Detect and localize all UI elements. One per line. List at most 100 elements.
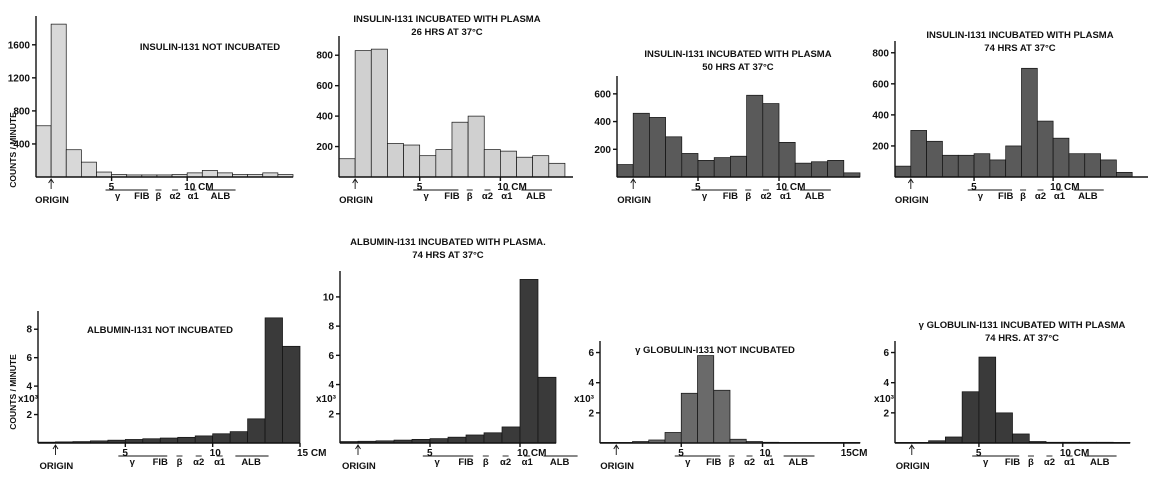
bar xyxy=(1068,153,1086,178)
fraction-marker: γ xyxy=(423,191,429,202)
fraction-marker: ALB xyxy=(1090,457,1110,468)
y-tick-label: 2 xyxy=(328,409,334,420)
y-tick-label: 800 xyxy=(13,106,30,117)
bar xyxy=(201,170,218,178)
chart-panel-5: 2 4 6 8 x10³ 5 10 15 CM ORIGIN γ FIB β α2 α1 ALB ALBUMI… xyxy=(18,311,326,472)
x-tick-label: 10 xyxy=(760,448,772,459)
y-tick-label: 400 xyxy=(13,139,30,150)
bar xyxy=(35,125,52,178)
bar xyxy=(159,437,179,444)
bar xyxy=(519,279,539,444)
bar xyxy=(989,159,1007,178)
bar xyxy=(713,389,731,444)
fraction-marker: ALB xyxy=(550,457,570,468)
panel-title: INSULIN-I131 INCUBATED WITH PLASMA xyxy=(926,30,1113,41)
panel-title: ALBUMIN-I131 NOT INCUBATED xyxy=(87,325,233,336)
y-tick-label: 4 xyxy=(328,380,334,391)
bar xyxy=(811,161,828,178)
fraction-marker: ALB xyxy=(805,191,825,202)
y-tick-label: 400 xyxy=(872,110,889,121)
origin-label: ORIGIN xyxy=(600,461,634,472)
bar xyxy=(387,143,404,178)
origin-label: ORIGIN xyxy=(895,195,929,206)
y-axis-label-bottom: COUNTS / MINUTE xyxy=(8,354,18,430)
x-tick-label: 10 CM xyxy=(1060,448,1089,459)
chart-panel-4: 200 400 600 800 5 10 CM ORIGIN γ FIB β α2 α1 ALB INSU… xyxy=(872,30,1148,206)
y-tick-label: 400 xyxy=(594,117,611,128)
fraction-marker: γ xyxy=(978,191,984,202)
fraction-marker: β xyxy=(483,457,489,468)
fraction-marker: α2 xyxy=(482,191,493,202)
y-tick-label: 4 xyxy=(26,382,32,393)
bar xyxy=(973,153,991,178)
y-tick-label: 600 xyxy=(316,81,333,92)
bar xyxy=(229,431,248,444)
fraction-marker: FIB xyxy=(1005,457,1020,468)
fraction-marker: ALB xyxy=(1078,191,1098,202)
bar xyxy=(762,103,780,178)
origin-arrowhead xyxy=(52,444,59,450)
bar xyxy=(247,418,266,444)
bar xyxy=(81,161,97,178)
panel-title: 26 HRS AT 37°C xyxy=(411,27,483,38)
fraction-marker: γ xyxy=(702,191,708,202)
bar xyxy=(1012,433,1030,444)
bar xyxy=(447,436,467,444)
chart-panel-3: 200 400 600 5 10 CM ORIGIN γ FIB β α2 α1 ALB INSULIN… xyxy=(594,49,861,206)
chart-panel-7: 2 4 6 x10³ 5 10 15CM ORIGIN γ FIB β α2 α1 ALB γ GLOBUL… xyxy=(574,341,867,472)
panel-title: γ GLOBULIN-I131 INCUBATED WITH PLASMA xyxy=(919,320,1126,331)
panel-title: INSULIN-I131 INCUBATED WITH PLASMA xyxy=(353,14,540,25)
bar xyxy=(96,171,112,178)
fraction-marker: α2 xyxy=(500,457,511,468)
bar xyxy=(354,50,372,178)
fraction-marker: ALB xyxy=(788,457,808,468)
fraction-marker: β xyxy=(467,191,473,202)
bar xyxy=(995,412,1013,444)
y-tick-label: 2 xyxy=(26,410,32,421)
bar xyxy=(516,156,534,178)
bar xyxy=(467,115,485,178)
fraction-marker: β xyxy=(729,457,735,468)
bar xyxy=(1036,120,1054,178)
bar xyxy=(435,149,453,178)
x-tick-label: 5 xyxy=(427,448,433,459)
x-tick-label: 10 CM xyxy=(497,182,526,193)
bar xyxy=(746,94,764,178)
bar xyxy=(730,155,747,178)
x-tick-label: 5 xyxy=(971,182,977,193)
x-tick-label: 10 CM xyxy=(1050,182,1079,193)
panel-title: 74 HRS. AT 37°C xyxy=(985,333,1059,344)
panel-title: 74 HRS AT 37°C xyxy=(412,250,484,261)
y-tick-label: 1200 xyxy=(8,73,31,84)
origin-arrowhead xyxy=(355,444,361,450)
fraction-marker: α1 xyxy=(780,191,792,202)
y-tick-label: 4 xyxy=(588,378,594,389)
bar xyxy=(1005,145,1022,178)
chart-panel-8: 2 4 6 x10³ 5 10 CM ORIGIN γ FIB β α2 α1 ALB γ GLOBULI… xyxy=(874,320,1131,472)
bar xyxy=(483,149,501,178)
y-axis-label-top: COUNTS / MINUTE xyxy=(8,112,18,188)
x-tick-label: 15 CM xyxy=(297,448,326,459)
fraction-marker: α1 xyxy=(1054,191,1066,202)
bar xyxy=(370,48,388,178)
fraction-marker: FIB xyxy=(458,457,473,468)
bar xyxy=(419,155,437,178)
panel-title: 50 HRS AT 37°C xyxy=(702,62,774,73)
panel-title: INSULIN-I131 INCUBATED WITH PLASMA xyxy=(644,49,831,60)
x-tick-label: 5 xyxy=(417,182,423,193)
fraction-marker: α2 xyxy=(744,457,755,468)
origin-arrowhead xyxy=(630,178,637,184)
origin-label: ORIGIN xyxy=(896,461,930,472)
fraction-marker: α1 xyxy=(1064,457,1076,468)
fraction-marker: FIB xyxy=(444,191,459,202)
x-tick-label: 10 xyxy=(210,448,222,459)
y-multiplier-label: x10³ xyxy=(574,394,595,405)
bar xyxy=(910,130,927,178)
bar xyxy=(926,140,943,178)
y-tick-label: 200 xyxy=(872,141,889,152)
origin-arrowhead xyxy=(352,178,359,184)
chart-panel-1: 400 800 1200 1600 5 10 CM ORIGIN γ FIB β α2 α1 ALB IN… xyxy=(8,16,294,206)
bar xyxy=(264,317,283,444)
y-tick-label: 600 xyxy=(594,89,611,100)
